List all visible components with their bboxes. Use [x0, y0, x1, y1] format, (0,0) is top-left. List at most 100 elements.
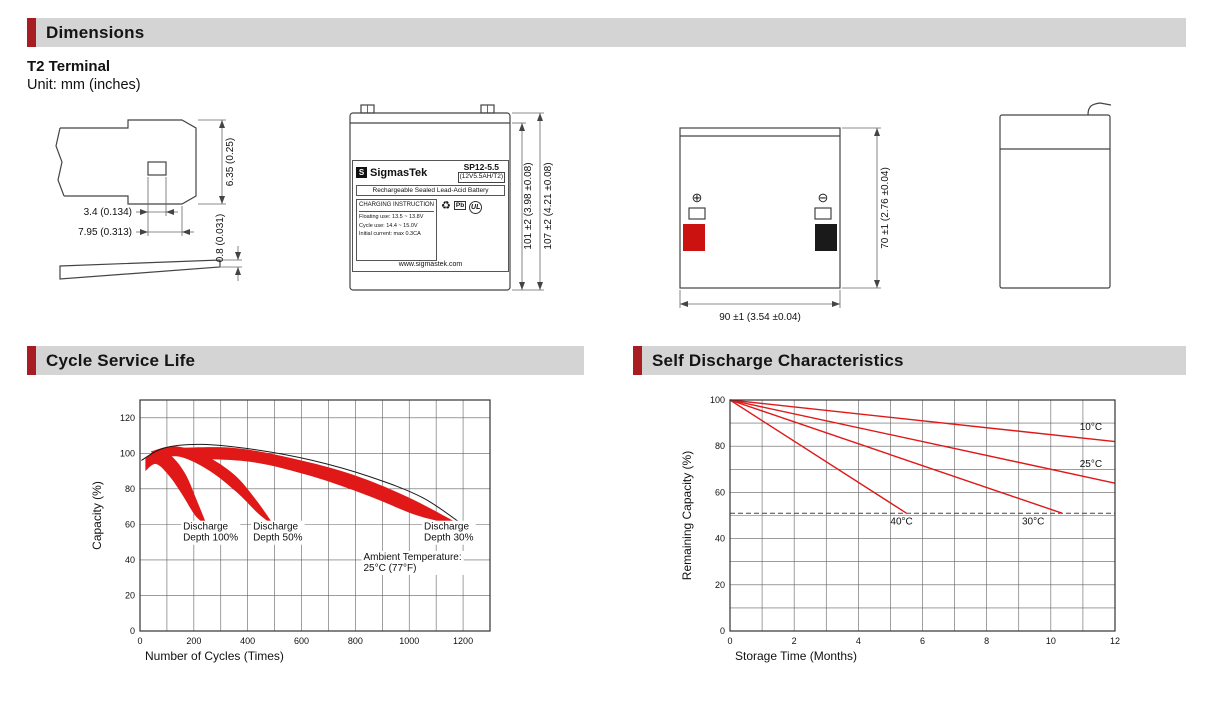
x-tick-label: 8: [984, 636, 989, 646]
y-tick-label: 0: [130, 626, 135, 636]
terminal-wire: [1087, 102, 1112, 116]
series-label: 40°C: [890, 517, 912, 528]
y-tick-label: 100: [120, 448, 135, 458]
x-tick-label: 800: [348, 636, 363, 646]
self-discharge-chart: 0 2 4 6 8 10 12 0 20 40 60 80 100 Storage Time (Month…: [675, 392, 1125, 668]
dimensions-title: Dimensions: [46, 22, 145, 42]
terminal-detail-drawing: 3.4 (0.134) 7.95 (0.313) 6.35 (0.25) 0.8…: [55, 119, 242, 281]
chart-annotation: Discharge Depth 100%: [183, 522, 238, 544]
positive-symbol: ⊕: [692, 190, 703, 205]
self-discharge-title: Self Discharge Characteristics: [652, 350, 904, 370]
y-tick-label: 60: [125, 519, 135, 529]
y-tick-label: 80: [125, 484, 135, 494]
series-line: [729, 399, 1116, 484]
sigmastek-logo-icon: S: [356, 167, 367, 179]
terminal-blade-side: [59, 259, 221, 280]
y-tick-label: 60: [715, 487, 725, 497]
y-tick-label: 20: [715, 580, 725, 590]
terminal-type-heading: T2 Terminal: [27, 58, 111, 75]
dim-thickness: 0.8 (0.031): [215, 214, 226, 262]
battery-label: S SigmasTek SP12-5.5 (12V5.5AH/T2) Recha…: [352, 160, 509, 272]
discharge-band: [145, 449, 209, 529]
x-axis-label: Number of Cycles (Times): [145, 649, 284, 663]
ul-icon: UL: [469, 200, 483, 214]
charge-initial-line: Initial current: max 0.3CA: [359, 231, 421, 238]
dim-height: 70 ±1 (2.76 ±0.04): [880, 167, 891, 249]
y-tick-label: 40: [715, 534, 725, 544]
chart-annotation: Discharge Depth 30%: [424, 522, 474, 544]
battery-side-view-drawing: [999, 102, 1112, 289]
x-tick-label: 2: [792, 636, 797, 646]
plot-border: [729, 399, 1116, 632]
terminal-hole: [147, 161, 167, 176]
pb-icon: Pb: [453, 200, 467, 210]
x-tick-label: 6: [920, 636, 925, 646]
dim-hole-width: 3.4 (0.134): [84, 207, 132, 218]
model-spec: (12V5.5AH/T2): [457, 172, 505, 183]
battery-body-outline: [679, 127, 841, 289]
battery-front-view-drawing: 101 ±2 (3.98 ±0.08) 107 ±2 (4.21 ±0.08): [349, 104, 554, 291]
positive-terminal-base: [688, 207, 706, 220]
y-tick-label: 0: [720, 626, 725, 636]
recycle-icon: ♻: [441, 199, 451, 212]
x-tick-label: 12: [1110, 636, 1120, 646]
unit-note: Unit: mm (inches): [27, 77, 141, 93]
y-tick-label: 20: [125, 590, 135, 600]
dimensions-section-header: Dimensions: [27, 18, 1186, 47]
terminal-tab-outline: [60, 119, 197, 205]
series-line: [729, 399, 907, 514]
envelope-curve: [141, 443, 468, 529]
cycle-service-life-chart: 0 200 400 600 800 1000 1200 0 20 40 60 80 100 120 Numb…: [85, 392, 500, 668]
y-tick-label: 120: [120, 413, 135, 423]
header-accent-block: [633, 346, 642, 375]
battery-type-label: Rechargeable Sealed Lead-Acid Battery: [356, 184, 505, 196]
x-axis-label: Storage Time (Months): [735, 649, 857, 663]
y-axis-label: Capacity (%): [90, 481, 104, 550]
chart-annotation: Ambient Temperature: 25°C (77°F): [363, 552, 461, 574]
model-number: SP12-5.5: [463, 162, 500, 172]
y-tick-label: 100: [710, 395, 725, 405]
dim-inner-height: 101 ±2 (3.98 ±0.08): [523, 162, 534, 249]
self-discharge-section-header: Self Discharge Characteristics: [633, 346, 1186, 375]
x-tick-label: 0: [137, 636, 142, 646]
series-label: 25°C: [1080, 459, 1102, 470]
positive-terminal-marker: [683, 224, 705, 251]
x-tick-label: 600: [294, 636, 309, 646]
model-block: SP12-5.5 (12V5.5AH/T2): [457, 162, 505, 183]
battery-case-outline: [349, 112, 511, 291]
y-tick-label: 40: [125, 555, 135, 565]
dim-width: 90 ±1 (3.54 ±0.04): [719, 312, 801, 323]
discharge-band: [175, 447, 470, 529]
x-tick-label: 10: [1046, 636, 1056, 646]
series-label: 10°C: [1080, 422, 1102, 433]
header-accent-block: [27, 18, 36, 47]
label-brand-row: S SigmasTek SP12-5.5 (12V5.5AH/T2): [356, 162, 505, 183]
charge-cycle-line: Cycle use: 14.4 ~ 15.0V: [359, 222, 418, 229]
charging-instruction-box: CHARGING INSTRUCTION Floating use: 13.5 …: [356, 198, 437, 261]
dim-overall-height: 107 ±2 (4.21 ±0.08): [543, 162, 554, 249]
battery-side-outline: [999, 114, 1111, 289]
negative-symbol: ⊖: [818, 190, 829, 205]
x-tick-label: 1000: [399, 636, 419, 646]
website-url: www.sigmastek.com: [398, 261, 463, 268]
series-line: [729, 399, 1116, 443]
cycle-life-section-header: Cycle Service Life: [27, 346, 584, 375]
series-line: [729, 399, 1063, 514]
series-label: 30°C: [1022, 517, 1044, 528]
cycle-life-title: Cycle Service Life: [46, 350, 196, 370]
dim-tab-width: 7.95 (0.313): [78, 227, 132, 238]
battery-rear-view-drawing: ⊕ ⊖ 90 ±1 (3.54 ±0.04) 70 ±1 (2.76 ±0.04…: [679, 127, 891, 323]
x-tick-label: 4: [856, 636, 861, 646]
label-middle-row: CHARGING INSTRUCTION Floating use: 13.5 …: [356, 198, 505, 261]
header-accent-block: [27, 346, 36, 375]
negative-terminal-marker: [815, 224, 837, 251]
brand-name: SigmasTek: [370, 166, 428, 179]
plot-border: [139, 399, 491, 632]
discharge-band: [150, 446, 277, 529]
y-axis-label: Remaining Capacity (%): [680, 451, 694, 580]
x-tick-label: 1200: [453, 636, 473, 646]
charge-floating-line: Floating use: 13.5 ~ 13.8V: [359, 214, 424, 221]
charging-instruction-title: CHARGING INSTRUCTION: [359, 201, 434, 213]
chart-annotation: Discharge Depth 50%: [253, 522, 303, 544]
label-icons: ♻ Pb UL: [441, 199, 483, 261]
